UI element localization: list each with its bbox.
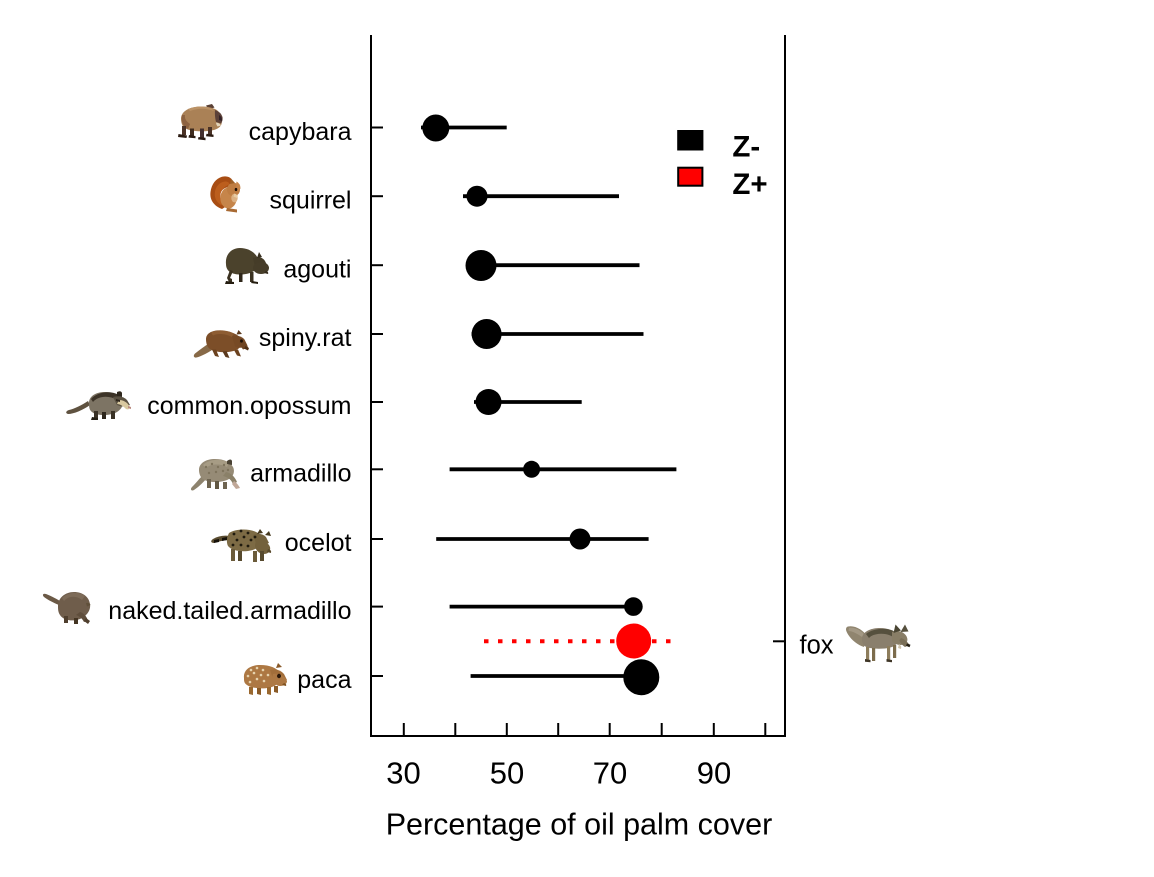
svg-text:Z+: Z+ [732, 168, 767, 201]
svg-text:50: 50 [490, 756, 524, 791]
svg-text:90: 90 [697, 756, 731, 791]
svg-text:Z-: Z- [732, 130, 760, 163]
svg-text:paca: paca [297, 666, 351, 694]
svg-text:30: 30 [386, 756, 420, 791]
svg-text:spiny.rat: spiny.rat [259, 324, 352, 352]
svg-text:Percentage of oil palm cover: Percentage of oil palm cover [386, 808, 773, 842]
svg-text:ocelot: ocelot [285, 529, 352, 557]
svg-text:armadillo: armadillo [250, 460, 351, 488]
svg-text:common.opossum: common.opossum [147, 392, 351, 420]
svg-text:naked.tailed.armadillo: naked.tailed.armadillo [108, 597, 351, 625]
svg-text:70: 70 [593, 756, 627, 791]
svg-text:capybara: capybara [249, 118, 352, 146]
svg-text:squirrel: squirrel [270, 186, 352, 214]
svg-text:agouti: agouti [283, 255, 351, 283]
svg-text:fox: fox [800, 631, 834, 659]
